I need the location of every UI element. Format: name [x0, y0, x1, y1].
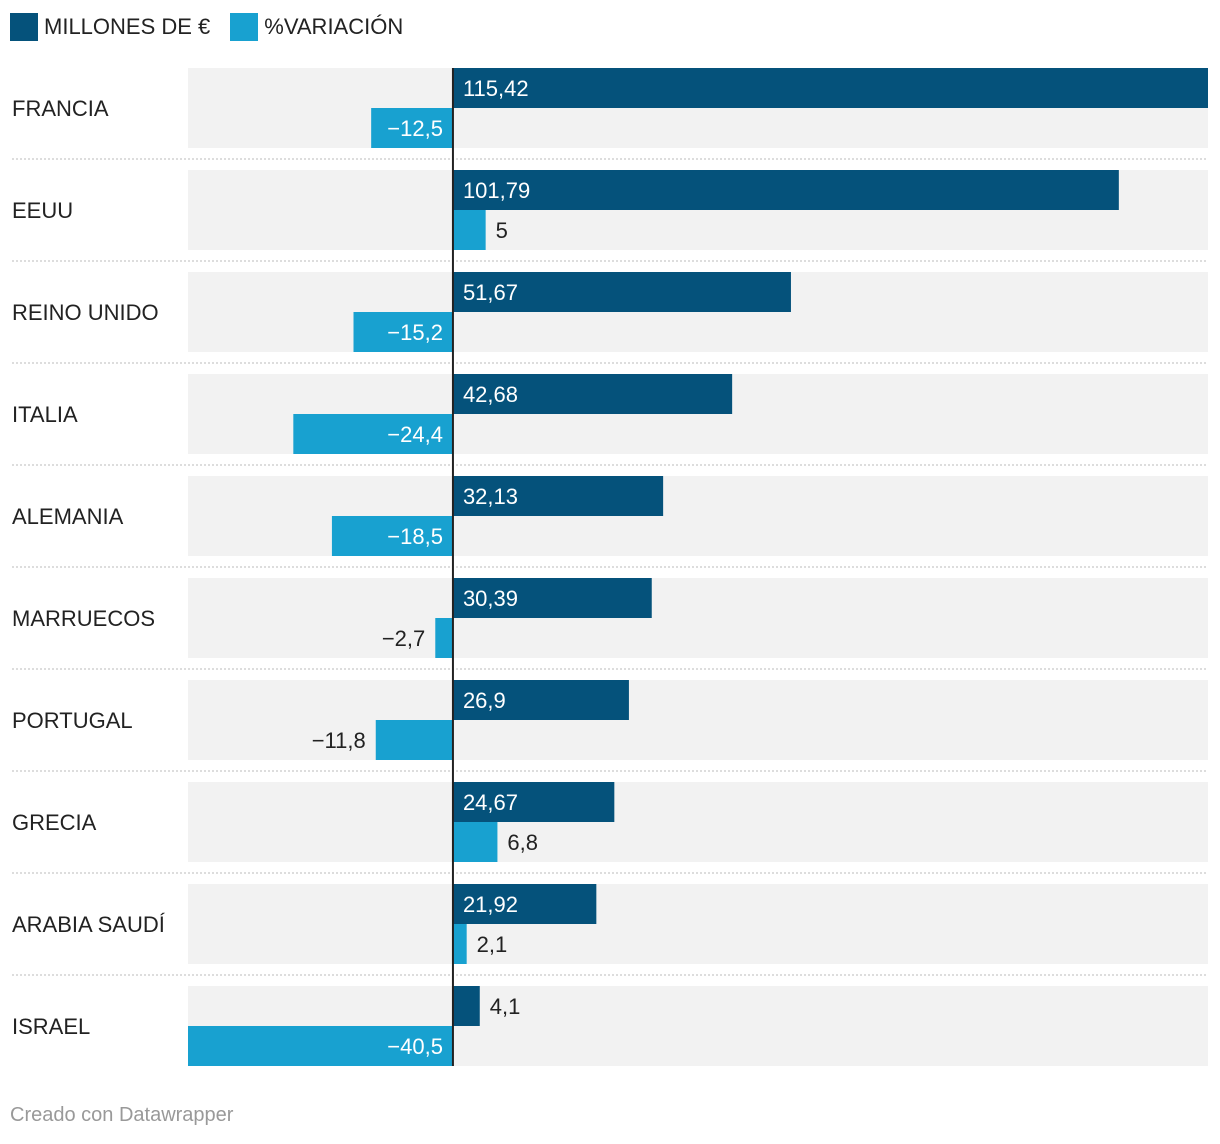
data-label-variacion-francia: −12,5	[387, 116, 443, 141]
legend-item-millones: MILLONES DE €	[10, 13, 210, 41]
data-label-variacion-eeuu: 5	[496, 218, 508, 243]
legend-label-millones: MILLONES DE €	[44, 14, 211, 39]
category-label-alemania: ALEMANIA	[12, 504, 124, 529]
footer-credit: Creado con Datawrapper	[10, 1104, 234, 1126]
data-label-variacion-portugal: −11,8	[312, 728, 366, 753]
row-band-portugal	[188, 680, 1208, 760]
category-label-israel: ISRAEL	[12, 1014, 90, 1039]
category-label-marruecos: MARRUECOS	[12, 606, 155, 631]
bar-variacion-israel	[188, 1026, 453, 1066]
category-label-reino-unido: REINO UNIDO	[12, 300, 159, 325]
bar-millones-israel	[452, 986, 480, 1026]
data-label-variacion-italia: −24,4	[387, 422, 443, 447]
bar-variacion-grecia	[452, 822, 498, 862]
bar-millones-marruecos	[452, 578, 652, 618]
bar-variacion-marruecos	[435, 618, 453, 658]
row-band-arabia-saudi	[188, 884, 1208, 964]
bar-variacion-francia	[371, 108, 453, 148]
category-label-portugal: PORTUGAL	[12, 708, 133, 733]
legend-item-variacion: %VARIACIÓN	[230, 13, 403, 41]
legend-swatch-variacion	[230, 13, 259, 41]
bar-millones-reino-unido	[452, 272, 791, 312]
data-label-variacion-israel: −40,5	[387, 1034, 443, 1059]
bar-variacion-alemania	[331, 516, 453, 556]
bar-millones-francia	[452, 68, 1208, 108]
data-label-millones-israel: 4,1	[490, 994, 521, 1019]
bar-millones-arabia-saudi	[452, 884, 597, 924]
category-label-italia: ITALIA	[12, 402, 78, 427]
category-label-eeuu: EEUU	[12, 198, 73, 223]
category-label-grecia: GRECIA	[12, 810, 97, 835]
data-label-millones-arabia-saudi: 21,92	[463, 892, 518, 917]
data-label-variacion-arabia-saudi: 2,1	[477, 932, 508, 957]
bar-millones-grecia	[452, 782, 615, 822]
data-label-millones-grecia: 24,67	[463, 790, 518, 815]
bar-millones-italia	[452, 374, 733, 414]
data-label-variacion-marruecos: −2,7	[382, 626, 425, 651]
category-label-arabia-saudi: ARABIA SAUDÍ	[12, 912, 166, 937]
bar-chart: FRANCIA 115,42 −12,5 EEUU 101,79 5 REINO UNIDO…	[12, 68, 1208, 1066]
data-label-millones-reino-unido: 51,67	[463, 280, 518, 305]
data-label-variacion-grecia: 6,8	[507, 830, 538, 855]
bar-millones-alemania	[452, 476, 664, 516]
legend-label-variacion: %VARIACIÓN	[264, 14, 404, 39]
data-label-variacion-alemania: −18,5	[387, 524, 443, 549]
data-label-millones-portugal: 26,9	[463, 688, 506, 713]
bar-variacion-arabia-saudi	[452, 924, 467, 964]
row-band-marruecos	[188, 578, 1208, 658]
bar-millones-portugal	[452, 680, 629, 720]
bar-variacion-reino-unido	[353, 312, 453, 352]
data-label-millones-alemania: 32,13	[463, 484, 518, 509]
legend-swatch-millones	[10, 13, 38, 41]
data-label-variacion-reino-unido: −15,2	[387, 320, 443, 345]
bar-millones-eeuu	[452, 170, 1119, 210]
bar-variacion-eeuu	[452, 210, 486, 250]
legend: MILLONES DE € %VARIACIÓN	[10, 12, 423, 42]
data-label-millones-marruecos: 30,39	[463, 586, 518, 611]
bar-variacion-italia	[293, 414, 453, 454]
bar-variacion-portugal	[375, 720, 453, 760]
row-band-grecia	[188, 782, 1208, 862]
category-label-francia: FRANCIA	[12, 96, 109, 121]
data-label-millones-eeuu: 101,79	[463, 178, 530, 203]
data-label-millones-italia: 42,68	[463, 382, 518, 407]
data-label-millones-francia: 115,42	[463, 76, 529, 101]
